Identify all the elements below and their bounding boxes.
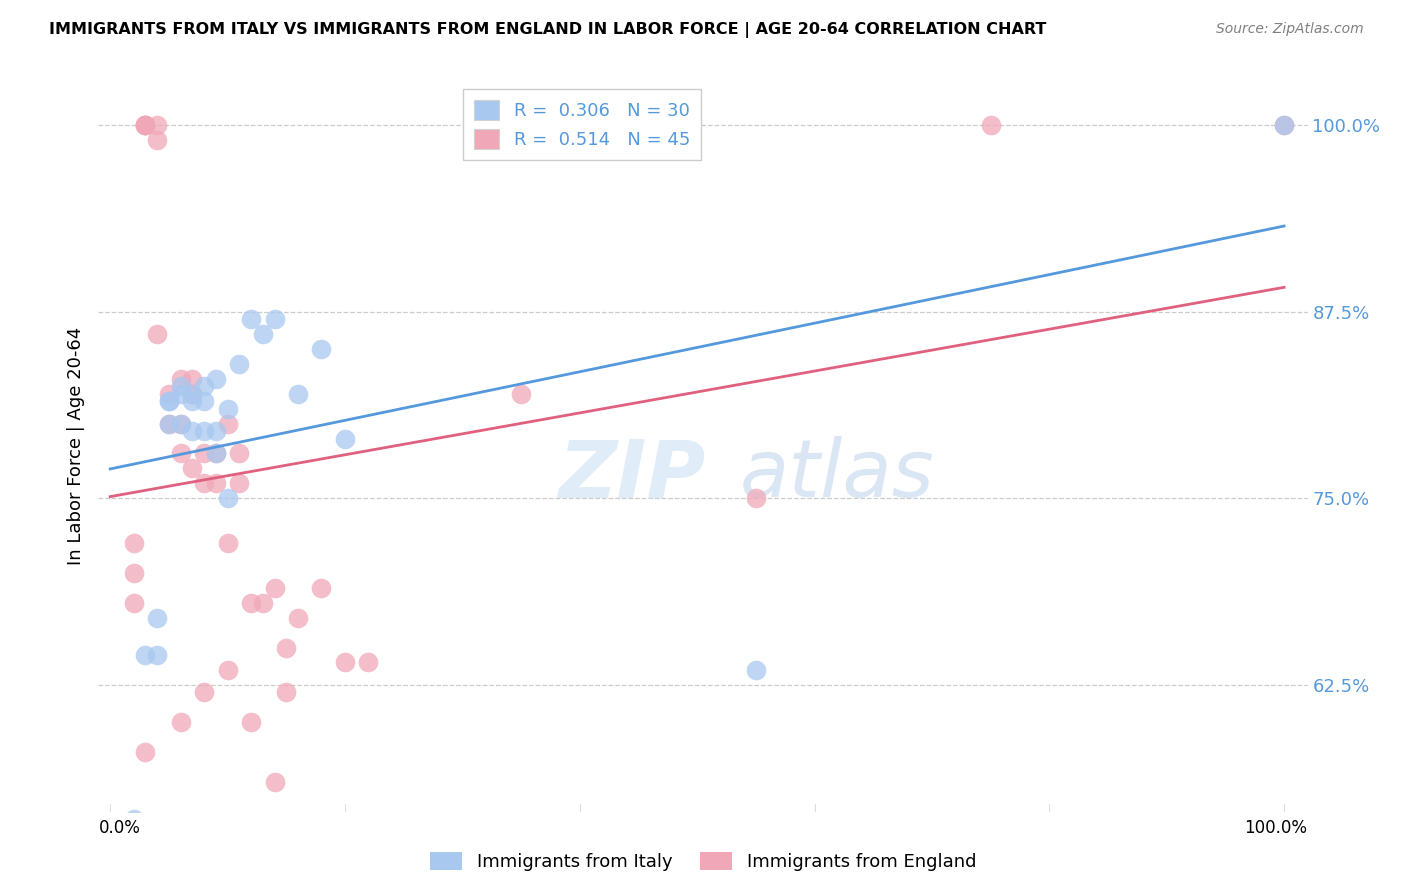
Legend: Immigrants from Italy, Immigrants from England: Immigrants from Italy, Immigrants from E…	[423, 845, 983, 879]
Point	[169, 379, 191, 393]
Point	[157, 394, 180, 409]
Point	[157, 386, 180, 401]
Point	[217, 491, 239, 506]
Point	[193, 424, 215, 438]
Point	[181, 386, 204, 401]
Point	[228, 446, 250, 460]
Point	[169, 446, 191, 460]
Text: atlas: atlas	[740, 436, 934, 515]
Point	[122, 596, 145, 610]
Point	[146, 133, 169, 147]
Point	[240, 312, 263, 326]
Point	[193, 446, 215, 460]
Point	[122, 812, 145, 826]
Point	[169, 386, 191, 401]
Point	[263, 775, 285, 789]
Point	[745, 491, 768, 506]
Point	[122, 536, 145, 550]
Point	[122, 566, 145, 580]
Point	[745, 663, 768, 677]
Point	[1272, 118, 1295, 132]
Point	[193, 379, 215, 393]
Legend: R =  0.306   N = 30, R =  0.514   N = 45: R = 0.306 N = 30, R = 0.514 N = 45	[463, 89, 702, 160]
Point	[157, 417, 180, 431]
Point	[240, 596, 263, 610]
Point	[217, 401, 239, 416]
Point	[181, 424, 204, 438]
Point	[311, 581, 333, 595]
Text: IMMIGRANTS FROM ITALY VS IMMIGRANTS FROM ENGLAND IN LABOR FORCE | AGE 20-64 CORR: IMMIGRANTS FROM ITALY VS IMMIGRANTS FROM…	[49, 22, 1046, 38]
Point	[287, 610, 309, 624]
Point	[333, 656, 356, 670]
Point	[217, 417, 239, 431]
Point	[204, 476, 226, 491]
Point	[217, 663, 239, 677]
Point	[181, 372, 204, 386]
Y-axis label: In Labor Force | Age 20-64: In Labor Force | Age 20-64	[66, 326, 84, 566]
Point	[193, 394, 215, 409]
Point	[169, 417, 191, 431]
Point	[134, 118, 156, 132]
Point	[134, 118, 156, 132]
Point	[193, 685, 215, 699]
Point	[510, 386, 533, 401]
Point	[134, 118, 156, 132]
Point	[228, 357, 250, 371]
Point	[333, 432, 356, 446]
Point	[228, 476, 250, 491]
Point	[980, 118, 1002, 132]
Point	[181, 394, 204, 409]
Point	[157, 417, 180, 431]
Point	[181, 386, 204, 401]
Point	[169, 417, 191, 431]
Point	[204, 424, 226, 438]
Point	[157, 394, 180, 409]
Point	[134, 648, 156, 662]
Point	[169, 715, 191, 730]
Point	[204, 446, 226, 460]
Text: 0.0%: 0.0%	[98, 819, 141, 838]
Point	[252, 326, 274, 341]
Point	[240, 715, 263, 730]
Point	[357, 656, 380, 670]
Point	[169, 372, 191, 386]
Text: 100.0%: 100.0%	[1244, 819, 1308, 838]
Point	[311, 342, 333, 356]
Point	[276, 640, 298, 655]
Point	[252, 596, 274, 610]
Point	[146, 118, 169, 132]
Point	[276, 685, 298, 699]
Point	[204, 372, 226, 386]
Point	[181, 461, 204, 475]
Point	[287, 386, 309, 401]
Point	[146, 648, 169, 662]
Point	[134, 745, 156, 759]
Point	[193, 476, 215, 491]
Point	[146, 610, 169, 624]
Point	[146, 326, 169, 341]
Point	[1272, 118, 1295, 132]
Point	[134, 118, 156, 132]
Point	[263, 312, 285, 326]
Point	[263, 581, 285, 595]
Point	[204, 446, 226, 460]
Point	[217, 536, 239, 550]
Text: ZIP: ZIP	[558, 436, 706, 515]
Text: Source: ZipAtlas.com: Source: ZipAtlas.com	[1216, 22, 1364, 37]
